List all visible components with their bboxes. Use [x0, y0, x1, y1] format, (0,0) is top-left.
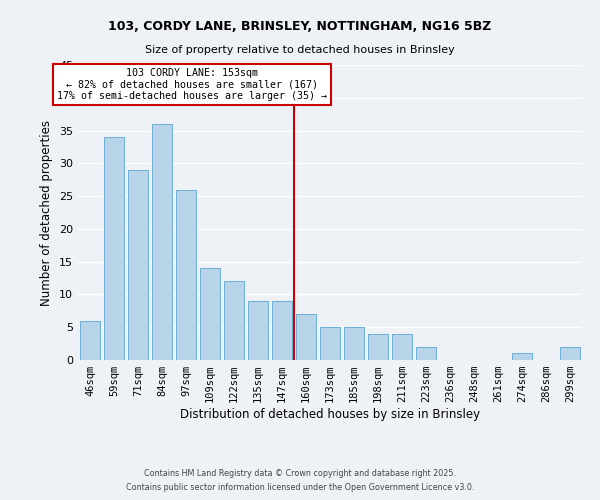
Text: Size of property relative to detached houses in Brinsley: Size of property relative to detached ho… — [145, 45, 455, 55]
X-axis label: Distribution of detached houses by size in Brinsley: Distribution of detached houses by size … — [180, 408, 480, 421]
Bar — [296, 314, 316, 360]
Text: 103 CORDY LANE: 153sqm
← 82% of detached houses are smaller (167)
17% of semi-de: 103 CORDY LANE: 153sqm ← 82% of detached… — [57, 68, 327, 102]
Bar — [560, 347, 580, 360]
Bar — [176, 190, 196, 360]
Bar — [248, 301, 268, 360]
Bar — [104, 137, 124, 360]
Text: 103, CORDY LANE, BRINSLEY, NOTTINGHAM, NG16 5BZ: 103, CORDY LANE, BRINSLEY, NOTTINGHAM, N… — [109, 20, 491, 33]
Text: Contains HM Land Registry data © Crown copyright and database right 2025.: Contains HM Land Registry data © Crown c… — [144, 468, 456, 477]
Bar — [512, 354, 532, 360]
Bar — [224, 282, 244, 360]
Bar — [200, 268, 220, 360]
Bar — [272, 301, 292, 360]
Bar — [152, 124, 172, 360]
Bar — [80, 320, 100, 360]
Bar — [416, 347, 436, 360]
Bar — [128, 170, 148, 360]
Bar — [368, 334, 388, 360]
Bar — [320, 327, 340, 360]
Y-axis label: Number of detached properties: Number of detached properties — [40, 120, 53, 306]
Bar — [392, 334, 412, 360]
Text: Contains public sector information licensed under the Open Government Licence v3: Contains public sector information licen… — [126, 484, 474, 492]
Bar — [344, 327, 364, 360]
